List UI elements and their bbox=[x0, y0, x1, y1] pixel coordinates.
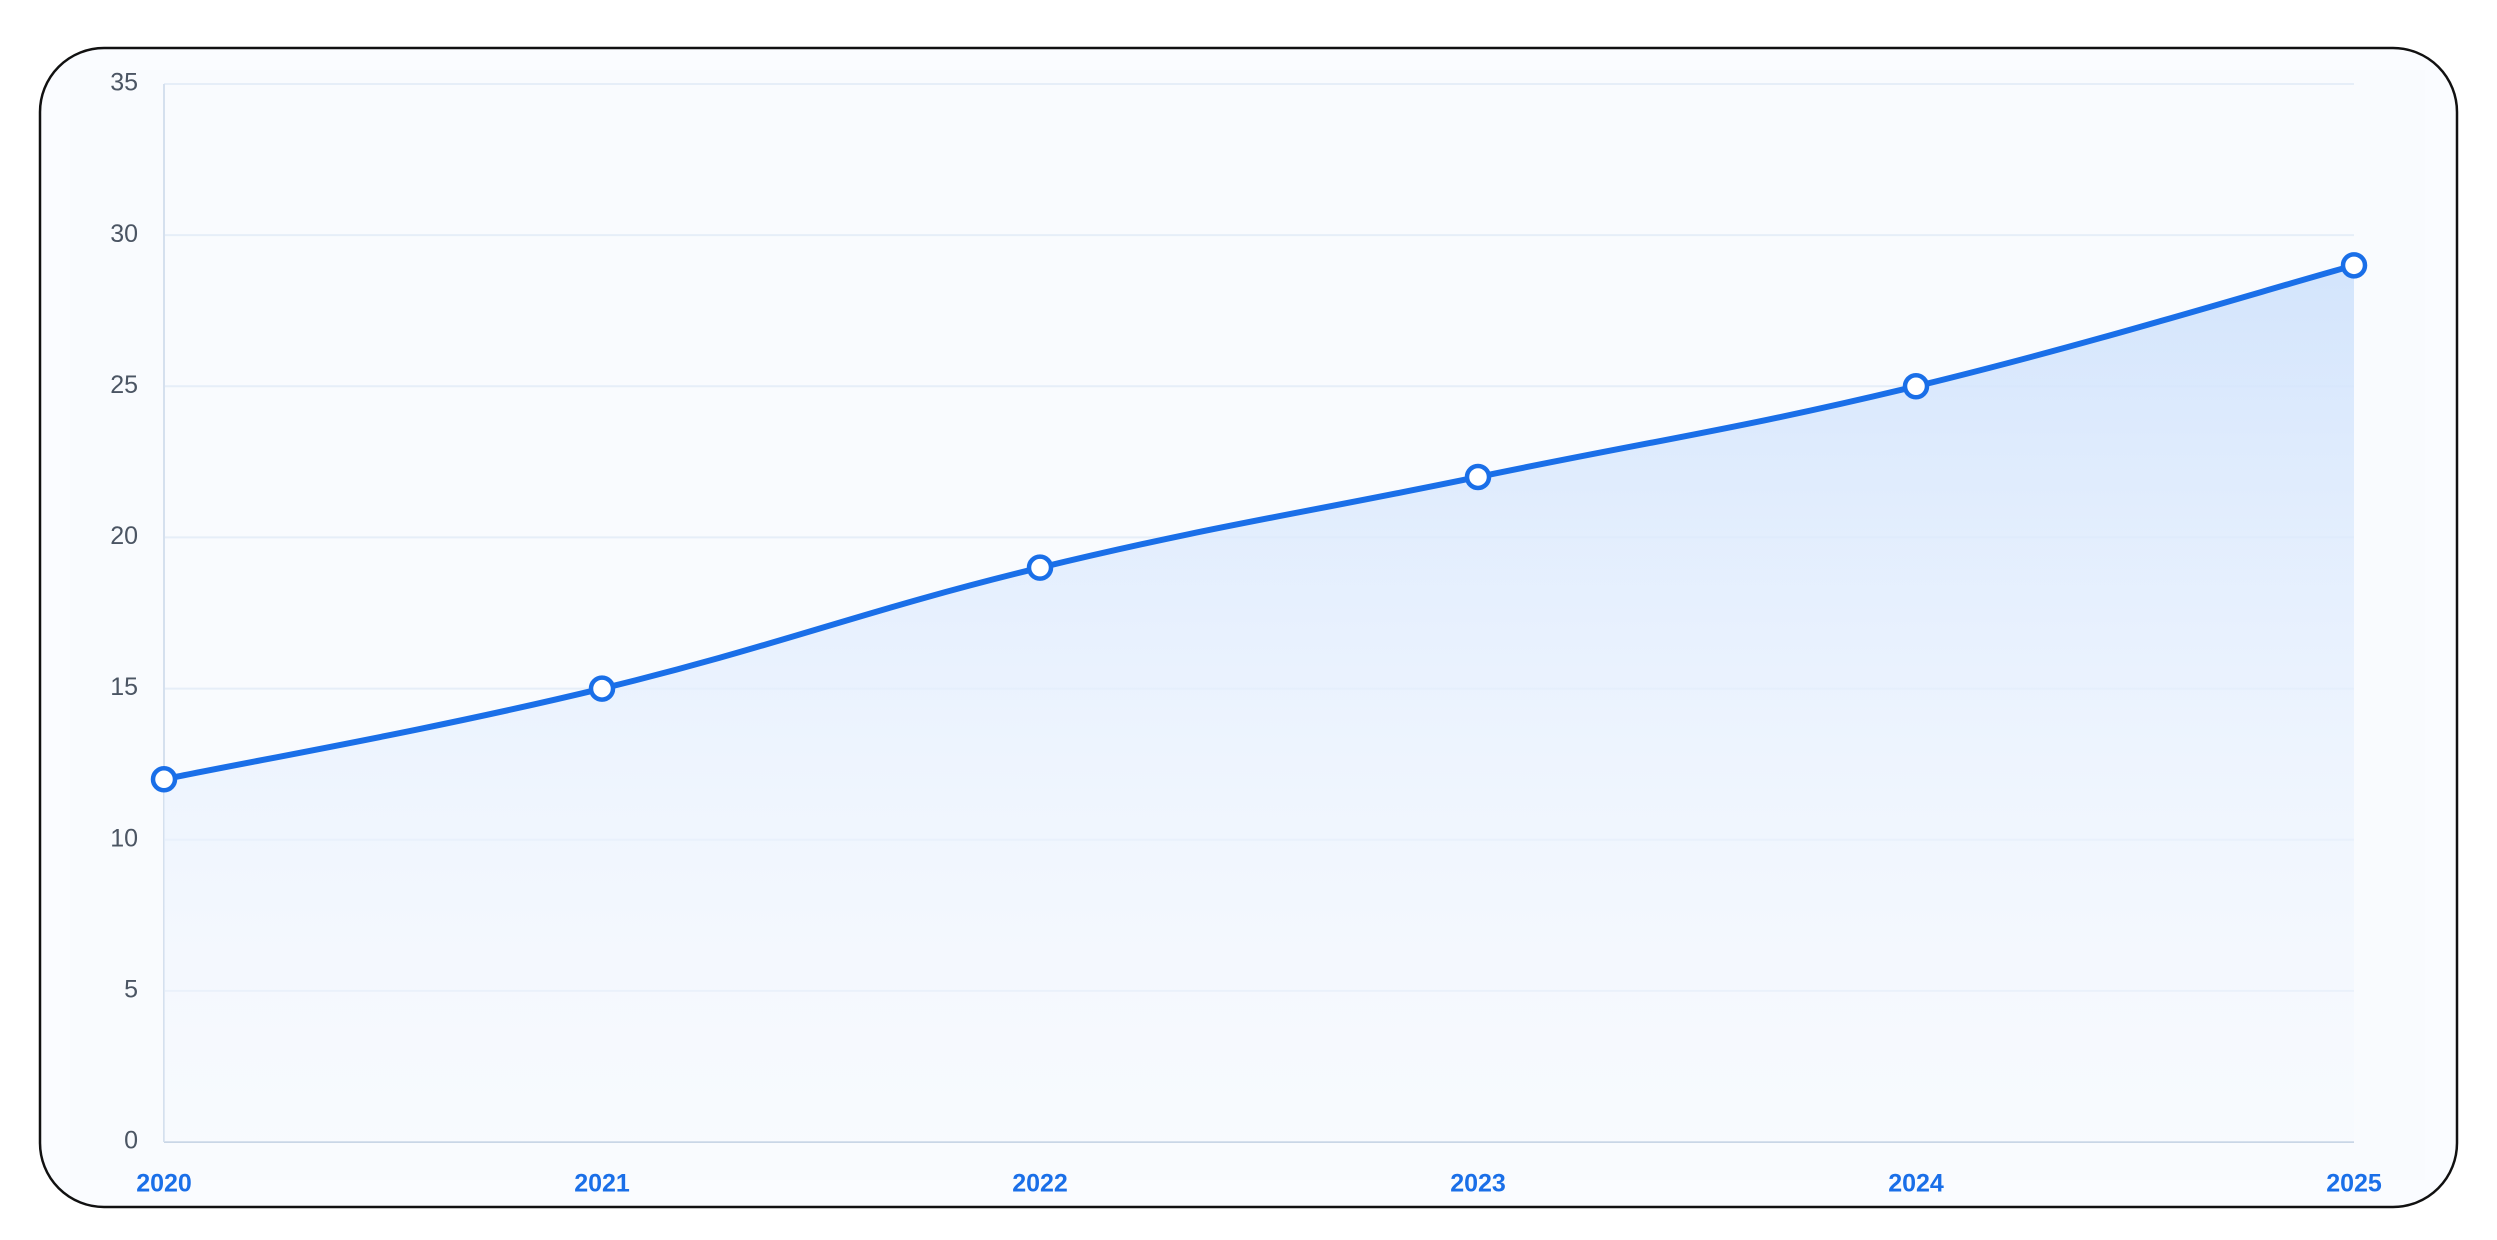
x-tick-label: 2024 bbox=[1888, 1170, 1944, 1198]
point bbox=[588, 675, 616, 702]
y-tick-label: 5 bbox=[124, 975, 138, 1003]
y-tick-label: 30 bbox=[110, 220, 138, 248]
x-tick-label: 2021 bbox=[574, 1170, 630, 1198]
x-tick-label: 2020 bbox=[136, 1170, 192, 1198]
point bbox=[1026, 554, 1054, 581]
point bbox=[2340, 252, 2368, 279]
x-tick-label: 2023 bbox=[1450, 1170, 1506, 1198]
y-tick-label: 25 bbox=[110, 371, 138, 399]
y-tick-label: 0 bbox=[124, 1127, 138, 1155]
y-tick-label: 10 bbox=[110, 824, 138, 852]
x-tick-label: 2022 bbox=[1012, 1170, 1068, 1198]
point bbox=[1464, 463, 1492, 491]
area bbox=[164, 265, 2354, 1142]
x-tick-label: 2025 bbox=[2326, 1170, 2382, 1198]
point bbox=[150, 766, 178, 793]
y-tick-label: 20 bbox=[110, 522, 138, 550]
y-tick-label: 15 bbox=[110, 673, 138, 701]
line bbox=[163, 262, 2355, 783]
y-tick-label: 35 bbox=[110, 69, 138, 97]
point bbox=[1902, 373, 1930, 400]
